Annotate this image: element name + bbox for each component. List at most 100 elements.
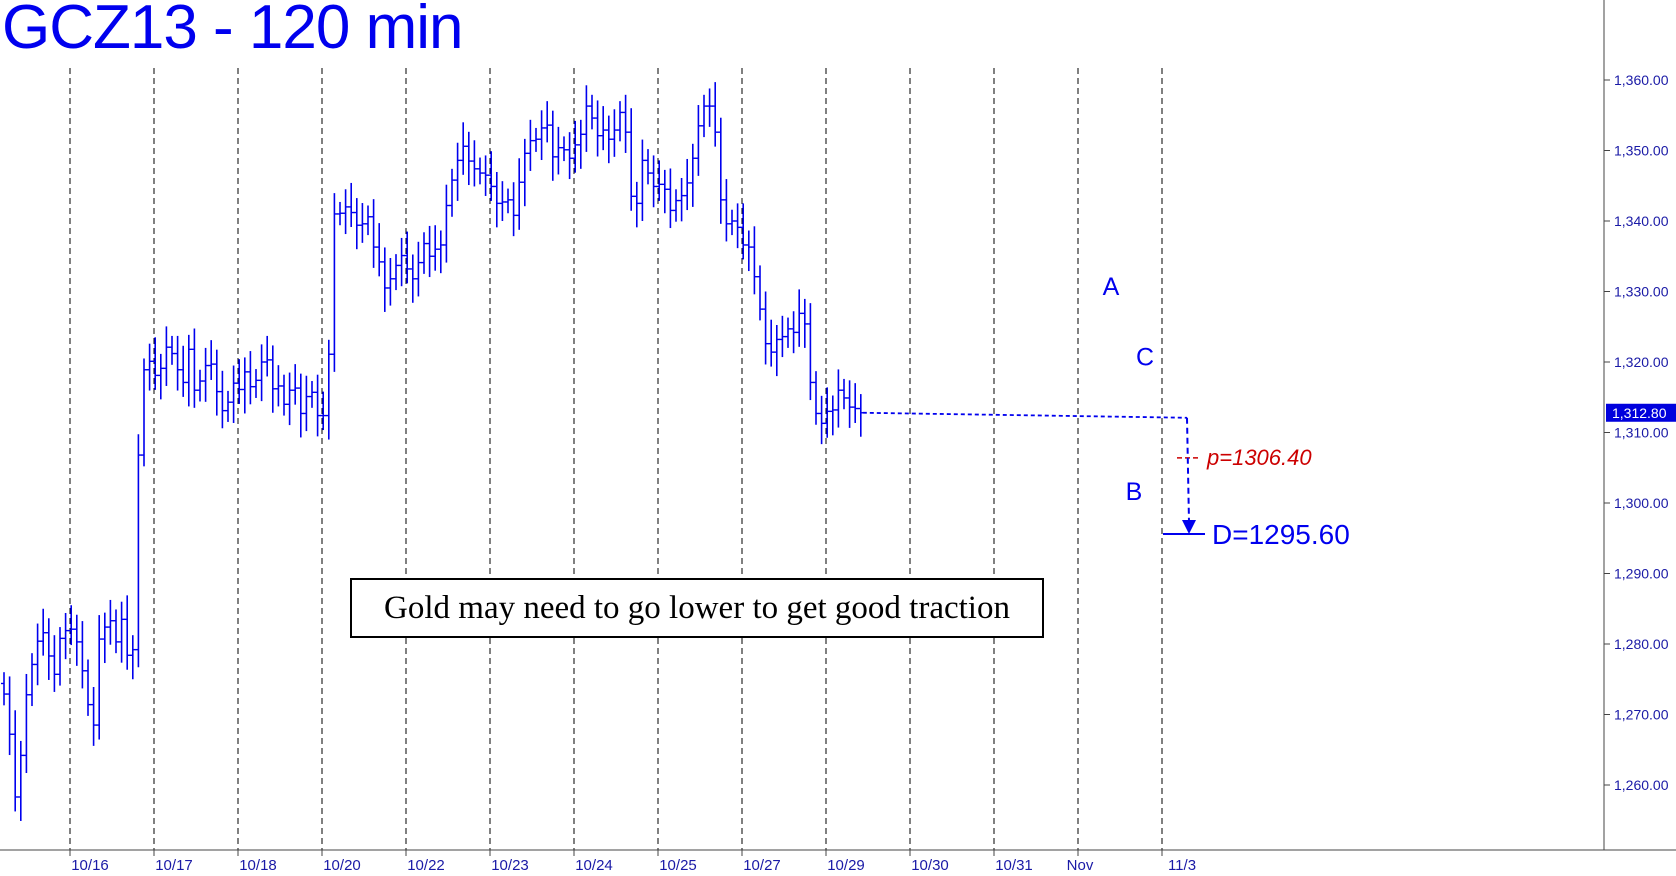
projection-line xyxy=(862,411,1188,419)
price-bar xyxy=(331,193,338,372)
price-bar xyxy=(118,601,125,663)
price-bar xyxy=(241,357,248,414)
wave-label-b: B xyxy=(1126,478,1143,506)
x-tick-label: 10/27 xyxy=(743,857,781,874)
price-bar xyxy=(818,395,825,445)
price-bar xyxy=(292,364,299,405)
price-bar xyxy=(689,143,696,207)
y-tick-label: 1,360.00 xyxy=(1614,72,1669,88)
price-bar xyxy=(219,370,226,429)
price-bar xyxy=(622,94,629,153)
price-bar xyxy=(6,676,13,756)
price-bar xyxy=(113,609,119,654)
y-tick-label: 1,350.00 xyxy=(1614,143,1669,159)
price-bar xyxy=(393,254,399,291)
x-tick-label: 10/16 xyxy=(71,857,109,874)
price-bar xyxy=(365,205,371,236)
price-bar xyxy=(477,157,483,185)
price-bar xyxy=(723,179,730,242)
price-bar xyxy=(45,618,52,680)
x-tick-label: 11/3 xyxy=(1168,857,1196,874)
x-tick-label: 10/23 xyxy=(491,857,529,874)
price-bar xyxy=(85,659,91,716)
price-bar xyxy=(589,94,595,130)
price-bar xyxy=(785,317,791,348)
chart-title: GCZ13 - 120 min xyxy=(2,0,464,62)
price-bar xyxy=(829,395,836,436)
vertical-gridlines xyxy=(69,68,1163,850)
x-tick-label: 10/17 xyxy=(155,857,193,874)
price-bar xyxy=(566,132,573,180)
price-bar xyxy=(23,673,30,774)
y-tick-label: 1,330.00 xyxy=(1614,284,1669,300)
price-bar xyxy=(40,608,47,656)
price-bar xyxy=(247,351,254,405)
price-bar xyxy=(544,101,551,143)
price-bar xyxy=(309,381,315,408)
price-bar xyxy=(645,149,651,185)
y-tick-label: 1,260.00 xyxy=(1614,777,1669,793)
price-bar xyxy=(337,201,343,226)
price-bar xyxy=(141,358,147,467)
price-bar xyxy=(320,391,327,431)
wave-label-a: A xyxy=(1103,273,1120,301)
y-tick-label: 1,340.00 xyxy=(1614,213,1669,229)
last-price-label: 1,312.80 xyxy=(1612,405,1667,421)
price-bar xyxy=(409,254,416,303)
price-bar xyxy=(505,188,511,214)
price-bar xyxy=(191,328,198,408)
y-tick-label: 1,300.00 xyxy=(1614,495,1669,511)
price-bar xyxy=(325,339,332,440)
price-bar xyxy=(73,614,80,666)
y-tick-label: 1,320.00 xyxy=(1614,354,1669,370)
wave-label-c: C xyxy=(1136,344,1154,372)
price-bar xyxy=(807,303,814,401)
price-bar xyxy=(633,181,640,228)
price-bar xyxy=(174,335,181,391)
price-bar xyxy=(34,623,41,686)
price-bar xyxy=(617,101,623,142)
date-axis: 10/16 10/17 10/18 10/20 10/22 10/23 10/24 10/25… xyxy=(0,849,1676,874)
price-bar xyxy=(135,434,142,668)
x-tick-label: 10/30 xyxy=(911,857,949,874)
price-bar xyxy=(197,369,203,402)
x-tick-label: Nov xyxy=(1067,857,1094,874)
price-bar xyxy=(673,189,679,222)
price-bar xyxy=(426,225,433,278)
arrow-down-icon xyxy=(1182,520,1196,535)
price-bar xyxy=(561,136,567,162)
price-bar xyxy=(79,621,86,689)
price-bar xyxy=(493,172,500,228)
price-bar xyxy=(701,94,707,138)
d-target-label: D=1295.60 xyxy=(1212,519,1350,550)
last-price-tag xyxy=(1606,403,1676,422)
price-bar xyxy=(17,740,24,821)
price-bar xyxy=(768,319,775,367)
price-bar xyxy=(152,337,159,390)
price-bar xyxy=(460,122,467,175)
price-bar xyxy=(359,203,366,243)
price-bar xyxy=(432,225,439,271)
price-bar xyxy=(471,140,478,187)
price-bar xyxy=(68,605,75,646)
price-bar xyxy=(370,199,377,268)
price-bar xyxy=(303,375,310,432)
price-bar xyxy=(639,139,646,221)
price-bar xyxy=(57,627,63,686)
y-tick-label: 1,270.00 xyxy=(1614,707,1669,723)
price-bar xyxy=(437,230,444,274)
price-bar xyxy=(421,232,427,274)
price-bar xyxy=(706,88,713,127)
price-bar xyxy=(236,359,243,404)
x-tick-label: 10/25 xyxy=(659,857,697,874)
price-bar xyxy=(443,184,450,263)
price-bar xyxy=(527,119,534,171)
y-tick-label: 1,290.00 xyxy=(1614,566,1669,582)
price-bar xyxy=(1,672,7,706)
price-bar xyxy=(264,335,271,377)
price-bar xyxy=(656,160,663,201)
price-bar xyxy=(404,231,411,284)
price-bar xyxy=(572,120,579,173)
price-bar xyxy=(449,168,455,217)
price-bar xyxy=(465,131,472,186)
